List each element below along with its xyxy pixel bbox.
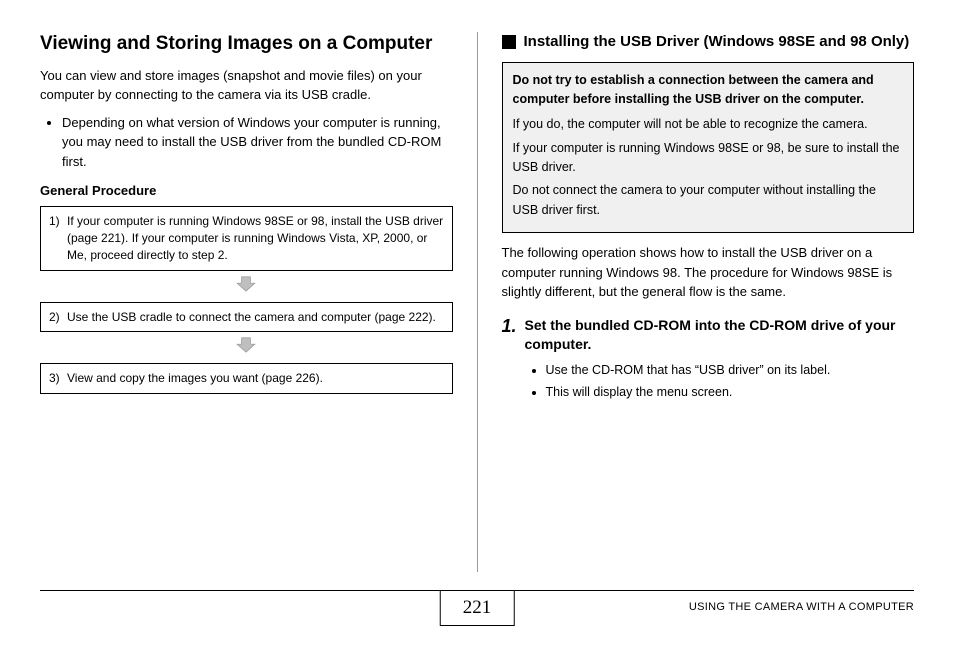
procedure-step-3: 3) View and copy the images you want (pa… bbox=[40, 363, 453, 394]
step-sub-bullets: Use the CD-ROM that has “USB driver” on … bbox=[502, 361, 915, 402]
sub-bullet-item: This will display the menu screen. bbox=[546, 383, 915, 402]
main-title: Viewing and Storing Images on a Computer bbox=[40, 32, 453, 56]
section-title: Installing the USB Driver (Windows 98SE … bbox=[524, 32, 910, 52]
general-procedure-heading: General Procedure bbox=[40, 183, 453, 198]
right-column: Installing the USB Driver (Windows 98SE … bbox=[502, 32, 915, 572]
procedure-step-1: 1) If your computer is running Windows 9… bbox=[40, 206, 453, 270]
footer-section-label: USING THE CAMERA WITH A COMPUTER bbox=[689, 601, 914, 613]
step-title: Set the bundled CD-ROM into the CD-ROM d… bbox=[525, 316, 914, 354]
warning-box: Do not try to establish a connection bet… bbox=[502, 62, 915, 234]
follow-text: The following operation shows how to ins… bbox=[502, 243, 915, 302]
arrow-down-icon bbox=[40, 275, 453, 298]
step-number: 3) bbox=[49, 370, 67, 387]
bullet-item: Depending on what version of Windows you… bbox=[62, 113, 453, 172]
section-heading: Installing the USB Driver (Windows 98SE … bbox=[502, 32, 915, 52]
step-text: View and copy the images you want (page … bbox=[67, 370, 323, 387]
warning-bold: Do not try to establish a connection bet… bbox=[513, 71, 904, 110]
intro-bullets: Depending on what version of Windows you… bbox=[40, 113, 453, 172]
page-number: 221 bbox=[440, 590, 515, 626]
step-number: 2) bbox=[49, 309, 67, 326]
column-divider bbox=[477, 32, 478, 572]
step-text: If your computer is running Windows 98SE… bbox=[67, 213, 444, 263]
left-column: Viewing and Storing Images on a Computer… bbox=[40, 32, 453, 572]
warning-line: If your computer is running Windows 98SE… bbox=[513, 139, 904, 178]
step-number: 1) bbox=[49, 213, 67, 263]
warning-line: If you do, the computer will not be able… bbox=[513, 115, 904, 134]
square-bullet-icon bbox=[502, 35, 516, 49]
warning-line: Do not connect the camera to your comput… bbox=[513, 181, 904, 220]
intro-text: You can view and store images (snapshot … bbox=[40, 66, 453, 105]
numbered-step-1: 1. Set the bundled CD-ROM into the CD-RO… bbox=[502, 316, 915, 354]
procedure-step-2: 2) Use the USB cradle to connect the cam… bbox=[40, 302, 453, 333]
step-big-number: 1. bbox=[502, 316, 517, 354]
arrow-down-icon bbox=[40, 336, 453, 359]
sub-bullet-item: Use the CD-ROM that has “USB driver” on … bbox=[546, 361, 915, 380]
page-footer: 221 USING THE CAMERA WITH A COMPUTER bbox=[40, 590, 914, 632]
step-text: Use the USB cradle to connect the camera… bbox=[67, 309, 436, 326]
